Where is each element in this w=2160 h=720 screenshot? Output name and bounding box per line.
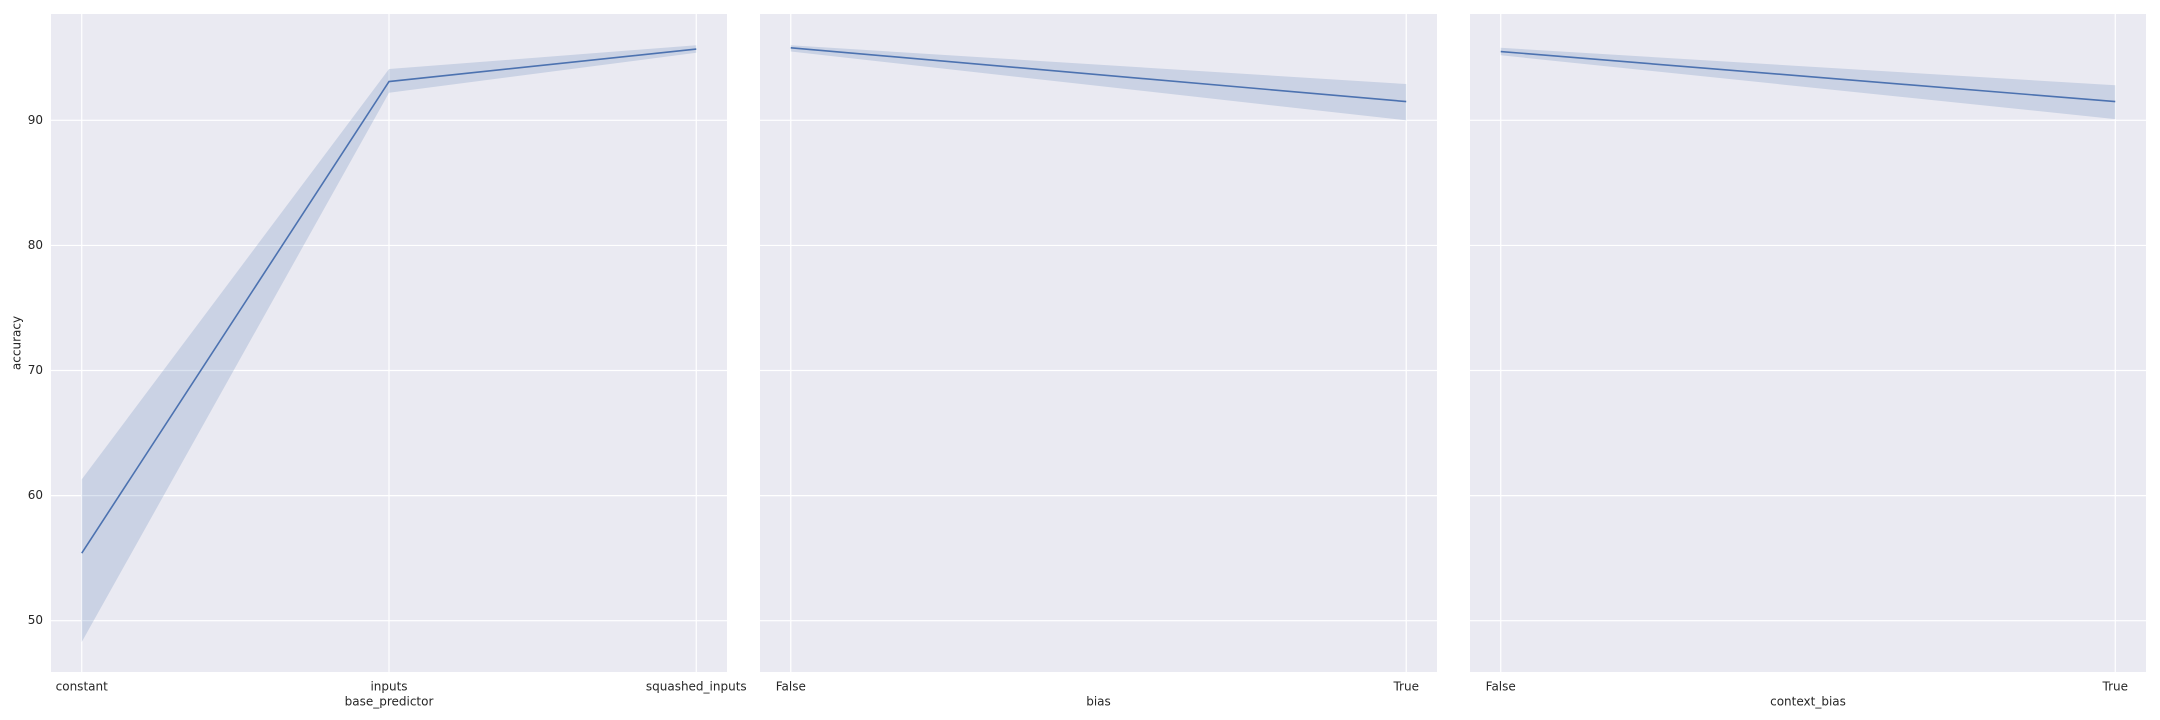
confidence-band [81, 45, 697, 642]
x-axis-label: bias [1086, 695, 1111, 709]
y-axis-label: accuracy [10, 316, 24, 370]
y-tick-label: 80 [28, 238, 43, 252]
plot-background [760, 14, 1437, 672]
x-tick-label: constant [56, 680, 108, 694]
x-tick-label: True [1392, 680, 1419, 694]
y-tick-label: 70 [28, 363, 43, 377]
x-tick-label: False [776, 680, 806, 694]
x-axis-label: context_bias [1770, 695, 1846, 709]
x-axis-label: base_predictor [345, 695, 434, 709]
y-tick-label: 50 [28, 613, 43, 627]
x-tick-label: False [1486, 680, 1516, 694]
x-tick-label: squashed_inputs [646, 680, 747, 694]
y-tick-label: 60 [28, 488, 43, 502]
line [790, 46, 1407, 103]
y-tick-label: 90 [28, 113, 43, 127]
confidence-band [1500, 47, 2116, 120]
x-tick-label: True [2102, 680, 2129, 694]
line [81, 48, 697, 554]
x-tick-label: inputs [370, 680, 407, 694]
plot-background [1470, 14, 2146, 672]
confidence-band [790, 45, 1407, 121]
line [1500, 50, 2116, 103]
